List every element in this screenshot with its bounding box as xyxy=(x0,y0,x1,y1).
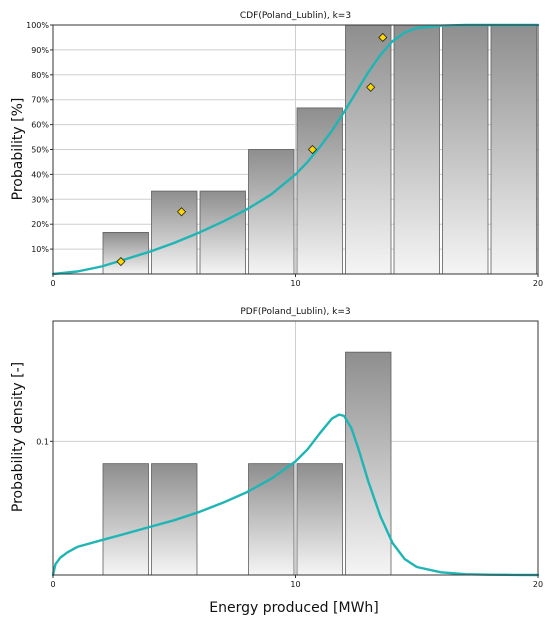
cdf-y-tick-label: 80% xyxy=(31,71,49,80)
x-axis-title: Energy produced [MWh] xyxy=(209,600,379,616)
cdf-y-tick-label: 30% xyxy=(31,195,49,204)
pdf-bar-3 xyxy=(248,463,295,576)
cdf-y-tick-label: 90% xyxy=(31,46,49,55)
cdf-y-tick-label: 20% xyxy=(31,220,49,229)
cdf-x-tick-label: 10 xyxy=(290,279,300,288)
cdf-bar-8 xyxy=(442,24,489,275)
cdf-bar-4 xyxy=(248,149,295,275)
cdf-y-tick-label: 50% xyxy=(31,146,49,155)
cdf-fitted-curve xyxy=(51,23,540,276)
cdf-data-point-4 xyxy=(366,82,376,92)
cdf-panel: CDF(Poland_Lublin), k=3 0 10 20 10% 20% 30% 40%… xyxy=(26,11,543,288)
pdf-y-tick-label: 0.1 xyxy=(36,437,49,446)
cdf-bar-5 xyxy=(296,107,343,275)
cdf-y-tick-label: 10% xyxy=(31,245,49,254)
cdf-data-point-1 xyxy=(116,256,126,267)
pdf-fitted-curve xyxy=(51,413,540,577)
cdf-x-tick-label: 0 xyxy=(50,279,55,288)
pdf-x-tick-label: 0 xyxy=(50,580,55,589)
pdf-bar-1 xyxy=(102,463,149,576)
cdf-bar-9 xyxy=(490,24,537,275)
pdf-chart-title: PDF(Poland_Lublin), k=3 xyxy=(240,307,350,317)
cdf-data-point-3 xyxy=(307,144,318,155)
cdf-bar-2 xyxy=(151,190,198,275)
cdf-bar-6 xyxy=(345,24,392,275)
y-axis-title-cdf: Probability [%] xyxy=(10,98,26,201)
cdf-bar-7 xyxy=(393,24,440,275)
cdf-chart-title: CDF(Poland_Lublin), k=3 xyxy=(240,11,351,21)
cdf-y-tick-label: 100% xyxy=(26,21,49,30)
y-axis-title-pdf: Probability density [-] xyxy=(10,362,26,512)
cdf-data-point-2 xyxy=(176,207,187,217)
pdf-x-tick-label: 20 xyxy=(533,580,543,589)
cdf-bar-3 xyxy=(199,190,246,275)
cdf-y-tick-label: 70% xyxy=(31,96,49,105)
cdf-data-point-5 xyxy=(378,32,388,43)
pdf-bar-4 xyxy=(296,463,343,576)
cdf-y-tick-label: 40% xyxy=(31,170,49,179)
pdf-bar-5 xyxy=(345,351,392,576)
pdf-panel: PDF(Poland_Lublin), k=3 0 10 20 0.1 xyxy=(36,307,543,589)
cdf-y-tick-label: 60% xyxy=(31,121,49,130)
pdf-x-tick-label: 10 xyxy=(290,580,300,589)
cdf-x-tick-label: 20 xyxy=(533,279,543,288)
